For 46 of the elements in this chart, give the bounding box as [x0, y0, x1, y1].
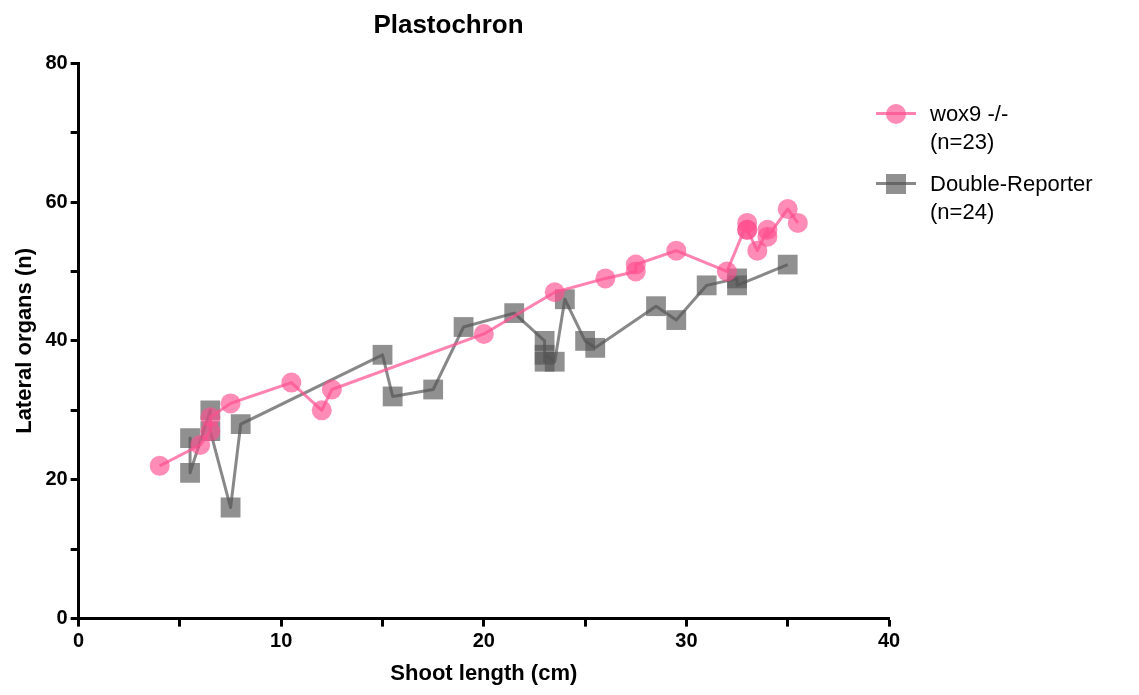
point: [220, 497, 241, 518]
y-axis-title: Lateral organs (n): [11, 247, 37, 434]
chart-title: Plastochron: [373, 8, 524, 39]
point: [595, 268, 616, 289]
point: [777, 254, 798, 275]
legend-label: Double-Reporter (n=24): [930, 170, 1093, 226]
y-tick-label: 20: [45, 467, 68, 490]
point: [585, 337, 606, 358]
x-tick-label: 10: [270, 629, 293, 652]
point: [747, 240, 768, 261]
point: [311, 400, 332, 421]
point: [666, 310, 687, 330]
point: [372, 344, 393, 365]
point: [382, 386, 403, 407]
x-tick-label: 20: [472, 629, 495, 652]
point: [625, 254, 646, 275]
y-tick-label: 0: [56, 606, 68, 629]
point: [544, 351, 565, 372]
point: [149, 455, 170, 476]
point: [473, 323, 494, 344]
y-tick-label: 40: [45, 328, 68, 351]
point: [696, 275, 717, 296]
point: [666, 240, 687, 261]
point: [727, 275, 747, 296]
point: [423, 379, 444, 400]
x-tick-label: 40: [877, 629, 901, 652]
x-tick-label: 0: [73, 629, 85, 652]
x-axis-title: Shoot length (cm): [390, 659, 578, 685]
point: [453, 317, 474, 337]
point: [787, 212, 808, 233]
point: [220, 393, 241, 414]
point: [281, 372, 302, 393]
x-tick-label: 30: [675, 629, 698, 652]
point: [190, 435, 211, 456]
point: [230, 414, 251, 435]
legend-label: wox9 -/- (n=23): [930, 100, 1009, 156]
point: [646, 296, 666, 317]
y-tick-label: 60: [45, 189, 68, 212]
point: [321, 379, 342, 400]
point: [200, 407, 221, 428]
point: [777, 198, 798, 219]
y-tick-label: 80: [45, 50, 68, 73]
point: [180, 462, 200, 483]
point: [544, 282, 565, 303]
point: [716, 261, 737, 282]
point: [757, 226, 778, 247]
